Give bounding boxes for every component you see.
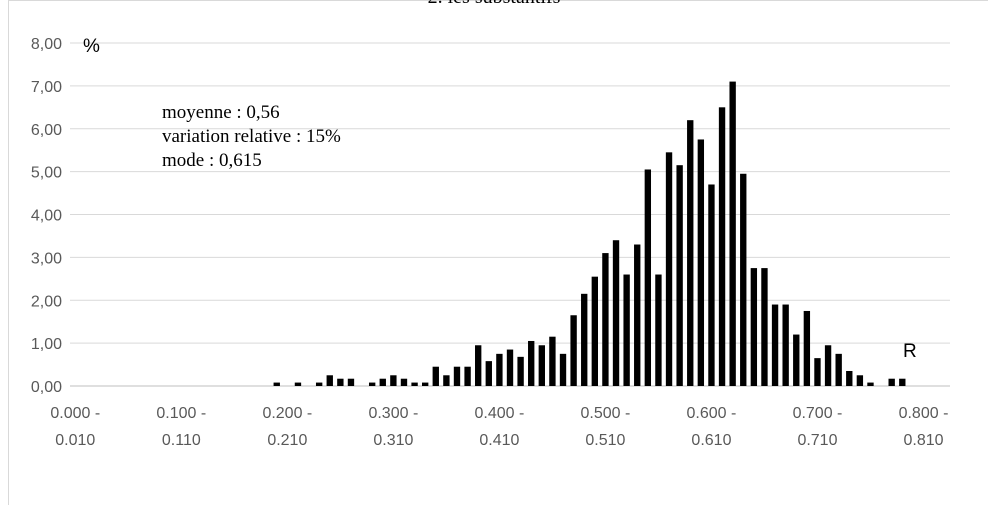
histogram-bar: [422, 382, 429, 386]
y-tick-label: 3,00: [31, 250, 62, 267]
histogram-bar: [846, 370, 853, 386]
histogram-bar: [665, 152, 673, 386]
histogram-bar: [750, 268, 758, 386]
x-tick-label: 0.800 -: [899, 405, 949, 422]
histogram-bar: [506, 349, 514, 386]
x-tick-label: 0.610: [691, 432, 731, 449]
histogram-bar: [581, 293, 588, 386]
histogram-bar: [761, 268, 768, 386]
histogram-bar: [496, 353, 503, 386]
x-tick-label: 0.210: [267, 432, 307, 449]
histogram-bar: [559, 353, 567, 386]
x-tick-label: 0.500 -: [581, 405, 631, 422]
histogram-bar: [475, 345, 482, 386]
histogram-bar: [273, 382, 280, 386]
frame-left-border: [8, 0, 9, 505]
histogram-bar: [432, 366, 439, 386]
histogram-bar: [718, 107, 726, 386]
histogram-bar: [517, 356, 524, 386]
x-tick-label: 0.710: [797, 432, 837, 449]
histogram-bar: [835, 353, 842, 386]
histogram-bar: [856, 375, 864, 386]
histogram-bar: [793, 334, 800, 386]
x-axis-ticks: 0.000 - 0.010 0.100 - 0.110 0.200 - 0.210 0.30…: [50, 405, 948, 449]
x-axis-label: R: [903, 341, 917, 362]
histogram-bar: [549, 336, 556, 386]
annotation-mode: mode : 0,615: [162, 150, 262, 171]
x-tick-label: 0.600 -: [687, 405, 737, 422]
histogram-bar: [315, 382, 323, 386]
histogram-bar: [888, 378, 895, 386]
gridlines: [70, 42, 950, 387]
x-tick-label: 0.810: [903, 432, 943, 449]
y-tick-label: 7,00: [31, 79, 62, 96]
histogram-bar: [803, 310, 811, 386]
x-tick-label: 0.110: [162, 432, 201, 449]
y-tick-label: 2,00: [31, 293, 62, 310]
histogram-bar: [771, 304, 779, 386]
histogram-bar: [390, 375, 397, 386]
x-tick-label: 0.510: [585, 432, 625, 449]
frame-top-border: [8, 0, 988, 1]
histogram-bar: [782, 304, 789, 386]
y-tick-label: 1,00: [31, 336, 62, 353]
annotation-mean: moyenne : 0,56: [162, 102, 280, 123]
histogram-bar: [326, 375, 333, 386]
x-tick-label: 0.310: [373, 432, 413, 449]
histogram-bar: [337, 378, 344, 386]
histogram-bar: [379, 378, 386, 386]
x-tick-label: 0.000 -: [50, 405, 100, 422]
chart-title: 2. les substantifs: [0, 0, 988, 9]
histogram-bar: [634, 244, 641, 386]
annotation-relative-variation: variation relative : 15%: [162, 126, 341, 147]
histogram-bar: [824, 345, 832, 386]
histogram-bar: [814, 358, 821, 386]
histogram-bar: [708, 184, 715, 386]
bars: [273, 81, 906, 387]
histogram-bar: [411, 382, 418, 386]
histogram-bar: [602, 253, 609, 386]
histogram-bar: [464, 366, 471, 386]
histogram-bar: [570, 315, 577, 386]
histogram-bar: [400, 378, 408, 386]
histogram-bar: [528, 340, 535, 386]
histogram-bar: [368, 382, 376, 386]
histogram-bar: [612, 240, 620, 386]
histogram-bar: [644, 169, 652, 386]
histogram-bar: [655, 274, 662, 386]
histogram-bar: [867, 382, 874, 386]
y-axis-ticks: 0,00 1,00 2,00 3,00 4,00 5,00 6,00 7,00 8,00: [31, 36, 62, 396]
x-tick-label: 0.300 -: [368, 405, 418, 422]
histogram-bar: [899, 378, 906, 386]
histogram-bar: [443, 375, 450, 386]
histogram-bar: [729, 81, 736, 387]
x-tick-label: 0.410: [479, 432, 519, 449]
x-tick-label: 0.100 -: [156, 405, 206, 422]
histogram-bar: [687, 120, 694, 387]
y-tick-label: 5,00: [31, 165, 62, 182]
histogram-bar: [453, 366, 461, 386]
x-tick-label: 0.400 -: [474, 405, 524, 422]
x-tick-label: 0.010: [55, 432, 95, 449]
histogram-bar: [538, 345, 545, 386]
statistics-annotation: moyenne : 0,56 variation relative : 15% …: [162, 101, 341, 173]
x-tick-label: 0.200 -: [262, 405, 312, 422]
histogram-bar: [623, 274, 630, 386]
x-tick-label: 0.700 -: [793, 405, 843, 422]
y-tick-label: 0,00: [31, 379, 62, 396]
histogram-bar: [347, 378, 355, 386]
histogram-bar: [740, 173, 747, 386]
y-tick-label: 8,00: [31, 36, 62, 53]
y-tick-label: 4,00: [31, 208, 62, 225]
histogram-bar: [676, 165, 683, 386]
histogram-bar: [591, 276, 598, 386]
histogram-bar: [294, 382, 302, 386]
histogram-bar: [697, 139, 705, 386]
y-tick-label: 6,00: [31, 122, 62, 139]
y-axis-unit-label: %: [83, 36, 100, 57]
histogram-bar: [485, 361, 492, 386]
